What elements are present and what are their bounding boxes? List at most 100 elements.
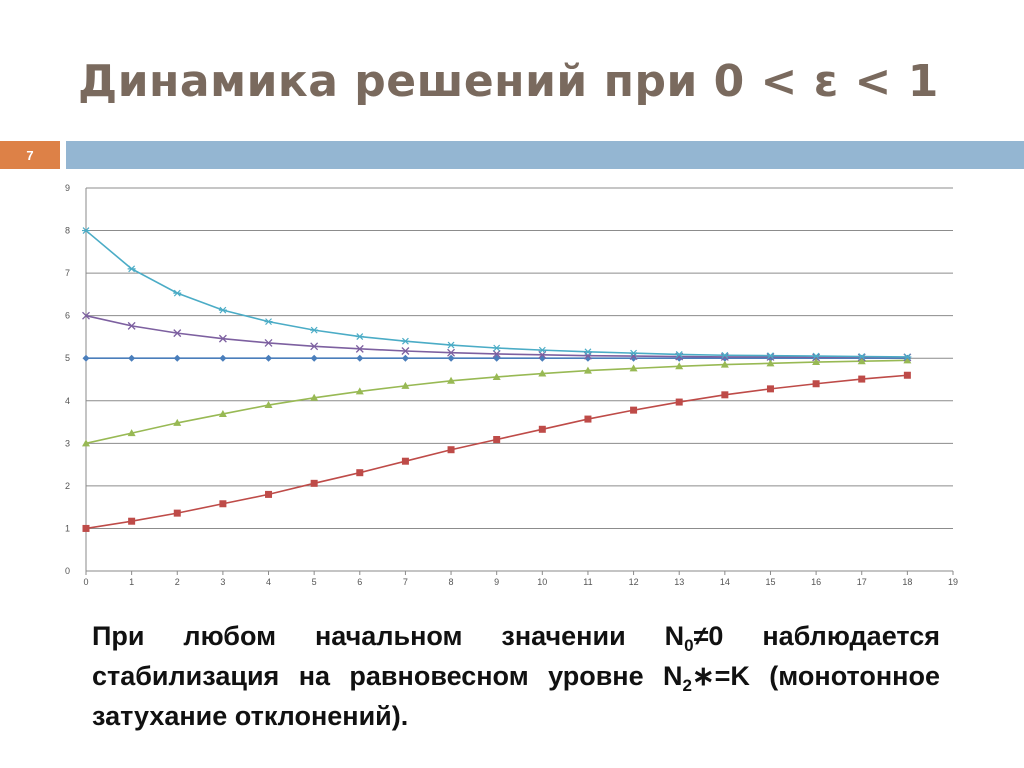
data-point (82, 354, 90, 362)
data-point (356, 354, 364, 362)
series-line-4 (85, 314, 908, 359)
data-point (356, 469, 364, 477)
data-point (857, 357, 866, 365)
x-tick-label: 0 (83, 577, 88, 587)
data-point (903, 353, 912, 361)
y-tick-label: 3 (65, 438, 70, 448)
x-tick-label: 6 (357, 577, 362, 587)
data-point (401, 347, 410, 355)
data-point (584, 415, 592, 423)
data-point (720, 351, 729, 359)
x-tick-label: 13 (674, 577, 684, 587)
body-text-part-2: ≠0 наблюдается стабилизация на равновесн… (92, 621, 940, 691)
data-point (447, 348, 456, 357)
x-tick-label: 3 (220, 577, 225, 587)
y-tick-label: 1 (65, 523, 70, 533)
x-tick-label: 18 (902, 577, 912, 587)
data-point (265, 354, 273, 362)
x-tick-label: 17 (857, 577, 867, 587)
data-point (128, 517, 136, 525)
data-point (858, 375, 866, 383)
data-point (355, 344, 364, 353)
data-point (219, 500, 227, 508)
y-tick-label: 6 (65, 311, 70, 321)
data-point (812, 353, 821, 362)
data-point (812, 352, 821, 360)
slide-title: Динамика решений при 0 < ε < 1 (78, 56, 939, 107)
x-tick-label: 1 (129, 577, 134, 587)
data-point (82, 227, 90, 234)
data-point (493, 436, 501, 444)
data-point (903, 356, 912, 364)
data-point (766, 352, 775, 360)
data-point (264, 401, 273, 409)
x-tick-label: 5 (312, 577, 317, 587)
data-point (218, 334, 227, 343)
data-point (447, 354, 455, 362)
body-text-part-3: ∗=K (монотонное затухание отклонений). (92, 661, 940, 731)
data-point (630, 406, 638, 414)
series-line-2 (85, 374, 908, 530)
data-point (492, 372, 501, 380)
x-tick-label: 10 (537, 577, 547, 587)
slide-number: 7 (0, 141, 60, 169)
data-point (583, 348, 592, 356)
data-point (812, 380, 820, 388)
data-point (675, 362, 684, 370)
data-point (218, 409, 227, 417)
data-point (264, 338, 273, 347)
body-text: При любом начальном значении N0≠0 наблюд… (92, 616, 940, 736)
data-point (264, 318, 273, 326)
series-line-5 (85, 229, 908, 358)
data-point (82, 439, 90, 447)
data-point (265, 490, 273, 498)
data-point (355, 333, 364, 340)
data-point (219, 354, 227, 362)
data-point (401, 354, 409, 362)
data-point (173, 354, 181, 362)
data-point (857, 353, 866, 360)
data-point (401, 457, 409, 465)
data-point (675, 350, 684, 358)
data-point (355, 387, 364, 395)
subscript-0: 0 (684, 636, 694, 655)
data-point (766, 385, 774, 393)
data-point (173, 509, 181, 517)
data-point (583, 366, 592, 374)
data-point (538, 354, 546, 362)
x-tick-label: 15 (765, 577, 775, 587)
x-tick-label: 2 (175, 577, 180, 587)
data-point (173, 289, 182, 297)
x-tick-label: 19 (948, 577, 958, 587)
data-point (310, 393, 319, 401)
data-point (857, 353, 866, 362)
data-point (127, 265, 136, 273)
data-point (310, 326, 319, 334)
x-tick-label: 7 (403, 577, 408, 587)
data-point (492, 350, 501, 358)
data-point (447, 446, 455, 454)
x-tick-label: 14 (720, 577, 730, 587)
series-line-3 (85, 359, 908, 445)
x-tick-label: 9 (494, 577, 499, 587)
y-tick-label: 7 (65, 268, 70, 278)
data-point (492, 344, 501, 352)
data-point (310, 479, 318, 487)
y-tick-label: 0 (65, 566, 70, 576)
data-point (903, 371, 911, 379)
x-tick-label: 11 (583, 577, 592, 587)
title-accent-bar (66, 141, 1024, 169)
data-point (127, 429, 136, 437)
subscript-2: 2 (682, 676, 692, 695)
data-point (538, 425, 546, 433)
y-tick-label: 8 (65, 226, 70, 236)
data-point (127, 321, 136, 330)
data-point (82, 524, 90, 532)
y-tick-label: 2 (65, 481, 70, 491)
data-point (538, 346, 547, 354)
data-point (310, 354, 318, 362)
data-point (173, 418, 182, 426)
data-point (401, 337, 410, 345)
data-point (721, 391, 729, 399)
